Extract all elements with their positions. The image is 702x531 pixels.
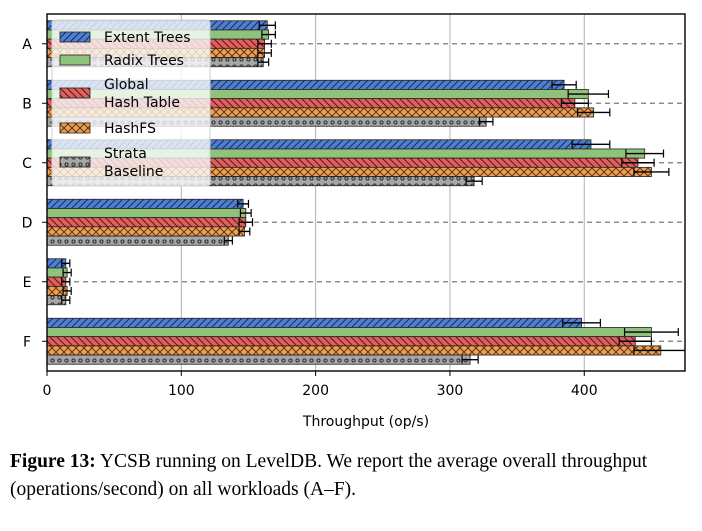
legend-box [51,19,211,187]
xtick-label-300: 300 [437,383,464,399]
ytick-label-E: E [23,275,32,291]
figure-caption: Figure 13: YCSB running on LevelDB. We r… [10,448,694,504]
legend-label-line-2-0: Global [104,77,149,93]
xtick-label-200: 200 [302,383,329,399]
xtick-label-0: 0 [43,383,52,399]
legend: Extent Trees Radix Trees Global Hash Table H… [51,19,211,187]
legend-label-line-1-0: Radix Trees [104,53,184,69]
legend-label-3: HashFS [104,121,156,137]
figure-caption-label: Figure 13: [10,451,96,472]
ytick-label-D: D [22,215,33,231]
bar-D-1 [46,208,247,219]
legend-label-0: Extent Trees [104,30,191,46]
ytick-label-A: A [22,37,32,53]
bar-F-4 [46,354,471,365]
legend-label-line-4-1: Baseline [104,164,163,180]
bar-F-3 [46,345,662,356]
legend-swatch-0 [59,31,91,43]
bar-D-2 [46,217,247,228]
axes-layer: A B C D E F 0 100 200 300 400 Throughput (op/s) [22,13,686,430]
legend-label-1: Radix Trees [104,53,184,69]
throughput-bar-chart: A B C D E F 0 100 200 300 400 Throughput (op/s) Ext… [22,13,686,430]
ytick-label-C: C [22,156,32,172]
bar-F-0 [46,317,582,328]
ytick-label-B: B [22,96,32,112]
legend-swatch-4 [59,156,91,168]
legend-label-line-0-0: Extent Trees [104,30,191,46]
xtick-label-100: 100 [168,383,195,399]
legend-label-line-4-0: Strata [104,146,147,162]
legend-label-2: Global Hash Table [104,77,180,111]
plot-frame [46,13,686,372]
xtick-label-400: 400 [571,383,598,399]
bar-D-3 [46,226,245,237]
legend-swatch-3 [59,122,91,134]
x-axis-title: Throughput (op/s) [302,414,429,430]
legend-label-line-2-1: Hash Table [104,95,180,111]
legend-swatch-1 [59,54,91,66]
bar-D-4 [46,235,229,246]
legend-label-line-3-0: HashFS [104,121,156,137]
ytick-label-F: F [23,334,31,350]
bar-F-1 [46,327,652,338]
figure-caption-text: YCSB running on LevelDB. We report the a… [10,451,648,500]
legend-label-4: Strata Baseline [104,146,163,180]
legend-swatch-2 [59,87,91,99]
bar-D-0 [46,198,244,209]
bar-F-2 [46,336,636,347]
